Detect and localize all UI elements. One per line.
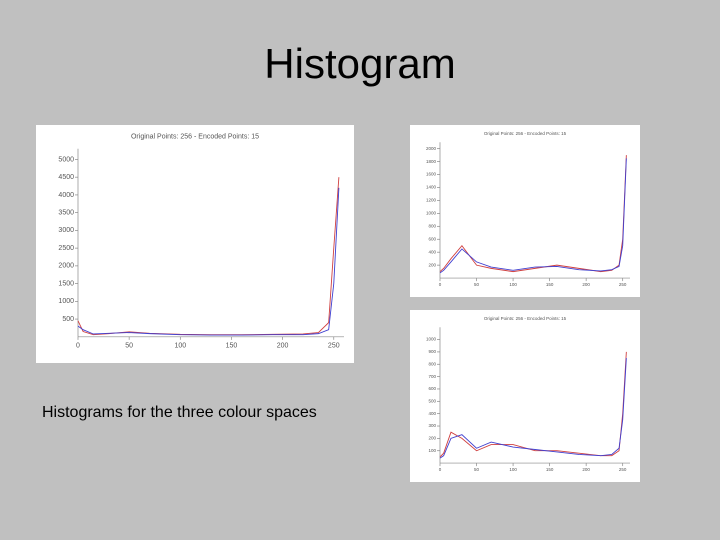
y-tick-label: 600 bbox=[428, 236, 436, 241]
x-tick-label: 250 bbox=[619, 467, 627, 472]
y-tick-label: 400 bbox=[428, 411, 436, 416]
chart-title: Original Points: 256 - Encoded Points: 1… bbox=[484, 316, 567, 321]
chart-panel bbox=[410, 310, 640, 482]
y-tick-label: 4000 bbox=[58, 192, 74, 199]
y-tick-label: 800 bbox=[428, 224, 436, 229]
y-tick-label: 200 bbox=[428, 436, 436, 441]
y-tick-label: 900 bbox=[428, 349, 436, 354]
y-tick-label: 1800 bbox=[426, 159, 437, 164]
series-line bbox=[439, 155, 627, 273]
x-tick-label: 100 bbox=[509, 282, 517, 287]
chart-title: Original Points: 256 - Encoded Points: 1… bbox=[131, 134, 259, 141]
y-tick-label: 3000 bbox=[58, 227, 74, 234]
y-tick-label: 800 bbox=[428, 361, 436, 366]
x-tick-label: 200 bbox=[582, 467, 590, 472]
series-line bbox=[439, 158, 627, 274]
series-line bbox=[439, 351, 627, 458]
y-tick-label: 600 bbox=[428, 386, 436, 391]
x-tick-label: 50 bbox=[125, 343, 133, 350]
slide-title: Histogram bbox=[264, 40, 456, 87]
y-tick-label: 2500 bbox=[58, 245, 74, 252]
y-tick-label: 3500 bbox=[58, 209, 74, 216]
x-tick-label: 200 bbox=[582, 282, 590, 287]
y-tick-label: 5000 bbox=[58, 156, 74, 163]
y-tick-label: 1200 bbox=[426, 198, 437, 203]
x-tick-label: 100 bbox=[174, 343, 186, 350]
y-tick-label: 1000 bbox=[426, 211, 437, 216]
y-tick-label: 1500 bbox=[58, 280, 74, 287]
y-tick-label: 100 bbox=[428, 448, 436, 453]
chart-panel bbox=[36, 125, 354, 363]
x-tick-label: 0 bbox=[439, 282, 442, 287]
y-tick-label: 700 bbox=[428, 374, 436, 379]
x-tick-label: 50 bbox=[474, 282, 480, 287]
x-tick-label: 0 bbox=[76, 343, 80, 350]
y-tick-label: 400 bbox=[428, 249, 436, 254]
x-tick-label: 150 bbox=[546, 467, 554, 472]
caption: Histograms for the three colour spaces bbox=[42, 404, 317, 421]
x-tick-label: 150 bbox=[546, 282, 554, 287]
y-tick-label: 200 bbox=[428, 262, 436, 267]
x-tick-label: 0 bbox=[439, 467, 442, 472]
y-tick-label: 2000 bbox=[426, 146, 437, 151]
x-tick-label: 200 bbox=[277, 343, 289, 350]
y-tick-label: 2000 bbox=[58, 263, 74, 270]
y-tick-label: 1600 bbox=[426, 172, 437, 177]
x-tick-label: 50 bbox=[474, 467, 480, 472]
chart-title: Original Points: 256 - Encoded Points: 1… bbox=[484, 131, 567, 136]
y-tick-label: 4500 bbox=[58, 174, 74, 181]
x-tick-label: 250 bbox=[619, 282, 627, 287]
y-tick-label: 1400 bbox=[426, 185, 437, 190]
x-tick-label: 100 bbox=[509, 467, 517, 472]
x-tick-label: 250 bbox=[328, 343, 340, 350]
series-line bbox=[77, 187, 340, 336]
y-tick-label: 300 bbox=[428, 423, 436, 428]
x-tick-label: 150 bbox=[226, 343, 238, 350]
y-tick-label: 1000 bbox=[426, 337, 437, 342]
y-tick-label: 500 bbox=[428, 399, 436, 404]
y-tick-label: 500 bbox=[62, 316, 74, 323]
series-line bbox=[439, 358, 627, 459]
y-tick-label: 1000 bbox=[58, 298, 74, 305]
